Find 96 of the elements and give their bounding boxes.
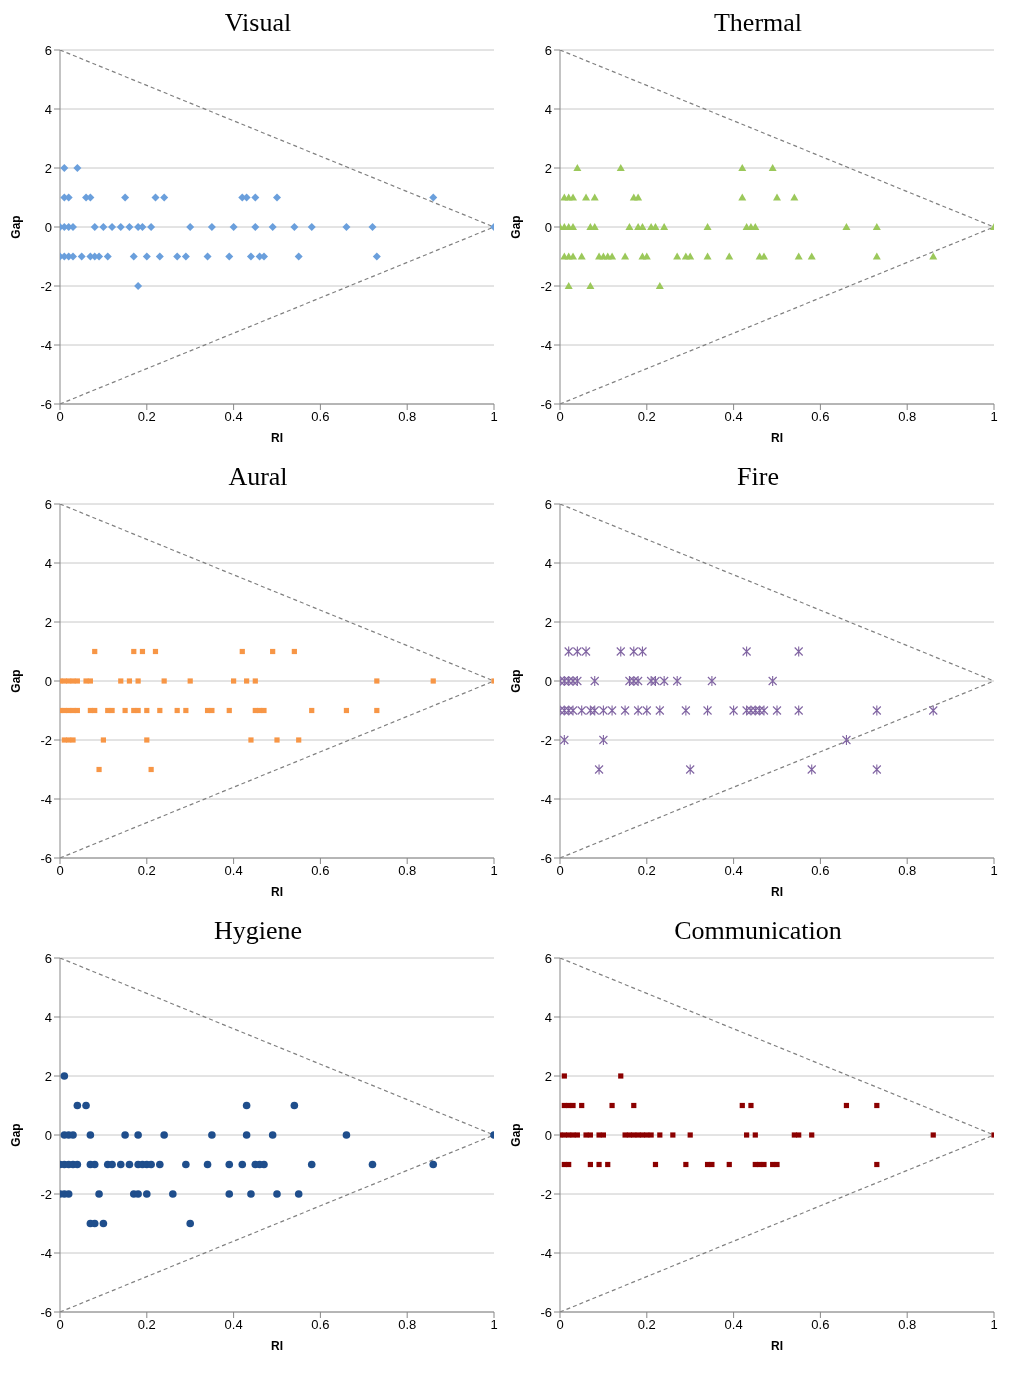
y-tick-label: -2 <box>40 732 52 748</box>
x-tick-label: 0.8 <box>898 863 917 879</box>
y-tick-label: -2 <box>540 732 552 748</box>
y-tick-label: -4 <box>540 337 552 353</box>
y-tick-label: 4 <box>44 1009 52 1025</box>
y-tick-label: -6 <box>540 396 552 412</box>
x-tick-label: 0.8 <box>898 409 917 425</box>
y-tick-label: 0 <box>544 219 552 235</box>
x-tick-label: 0.8 <box>398 863 417 879</box>
y-axis-title: Gap <box>9 215 24 239</box>
y-tick-label: 2 <box>544 160 552 176</box>
x-tick-label: 1 <box>990 863 998 879</box>
x-axis-title: RI <box>271 1339 283 1353</box>
x-tick-label: 0 <box>556 863 564 879</box>
y-tick-label: 6 <box>44 42 52 58</box>
y-tick-label: -4 <box>540 791 552 807</box>
x-tick-label: 0.2 <box>637 1317 656 1333</box>
x-tick-label: 0.4 <box>224 409 243 425</box>
y-tick-label: -4 <box>40 1245 52 1261</box>
x-tick-label: 0.2 <box>137 863 156 879</box>
x-tick-label: 0.4 <box>724 409 743 425</box>
y-tick-label: -2 <box>40 278 52 294</box>
chart-title: Thermal <box>712 8 804 39</box>
x-tick-label: 0.4 <box>224 1317 243 1333</box>
x-axis-title: RI <box>771 431 783 445</box>
x-axis-title: RI <box>771 1339 783 1353</box>
x-tick-label: 0.8 <box>398 409 417 425</box>
x-tick-label: 0.6 <box>811 409 830 425</box>
y-tick-label: 4 <box>44 555 52 571</box>
y-tick-label: 2 <box>44 160 52 176</box>
x-tick-label: 1 <box>990 409 998 425</box>
chart-title: Aural <box>227 462 289 493</box>
x-tick-label: 1 <box>490 863 498 879</box>
y-tick-label: -6 <box>40 396 52 412</box>
y-tick-label: -2 <box>540 1186 552 1202</box>
y-tick-label: 2 <box>44 1068 52 1084</box>
y-tick-label: 2 <box>544 614 552 630</box>
x-axis-title: RI <box>771 885 783 899</box>
y-tick-label: 6 <box>544 42 552 58</box>
x-tick-label: 0.6 <box>311 863 330 879</box>
y-tick-label: 2 <box>544 1068 552 1084</box>
y-tick-label: -6 <box>40 850 52 866</box>
y-tick-label: 4 <box>544 101 552 117</box>
y-tick-label: 0 <box>44 673 52 689</box>
x-tick-label: 0.6 <box>311 409 330 425</box>
y-tick-label: 0 <box>544 1127 552 1143</box>
chart-title: Fire <box>736 462 780 493</box>
x-tick-label: 0.8 <box>398 1317 417 1333</box>
chart-title: Communication <box>673 916 843 947</box>
y-axis-title: Gap <box>509 669 524 693</box>
y-tick-label: 6 <box>544 950 552 966</box>
x-tick-label: 1 <box>490 409 498 425</box>
x-tick-label: 0.2 <box>637 863 656 879</box>
x-tick-label: 0.4 <box>224 863 243 879</box>
y-tick-label: -4 <box>40 791 52 807</box>
chart-title: Hygiene <box>212 916 304 947</box>
x-tick-label: 0.4 <box>724 863 743 879</box>
x-tick-label: 0 <box>56 863 64 879</box>
x-tick-label: 0 <box>556 409 564 425</box>
y-tick-label: -4 <box>540 1245 552 1261</box>
x-tick-label: 0.4 <box>724 1317 743 1333</box>
x-tick-label: 0.2 <box>137 1317 156 1333</box>
y-tick-label: 0 <box>44 1127 52 1143</box>
x-tick-label: 0.8 <box>898 1317 917 1333</box>
x-tick-label: 0.2 <box>137 409 156 425</box>
y-tick-label: -6 <box>40 1304 52 1320</box>
y-tick-label: 6 <box>44 950 52 966</box>
y-tick-label: 4 <box>544 555 552 571</box>
y-axis-title: Gap <box>509 215 524 239</box>
y-axis-title: Gap <box>9 669 24 693</box>
y-tick-label: -6 <box>540 850 552 866</box>
x-axis-title: RI <box>271 885 283 899</box>
y-tick-label: -2 <box>40 1186 52 1202</box>
y-tick-label: 6 <box>544 496 552 512</box>
x-tick-label: 0.2 <box>637 409 656 425</box>
x-tick-label: 1 <box>990 1317 998 1333</box>
y-tick-label: 6 <box>44 496 52 512</box>
x-tick-label: 0 <box>56 409 64 425</box>
x-tick-label: 1 <box>490 1317 498 1333</box>
x-tick-label: 0.6 <box>311 1317 330 1333</box>
y-tick-label: 4 <box>44 101 52 117</box>
x-tick-label: 0.6 <box>811 863 830 879</box>
y-tick-label: 4 <box>544 1009 552 1025</box>
y-tick-label: -2 <box>540 278 552 294</box>
x-tick-label: 0 <box>56 1317 64 1333</box>
x-tick-label: 0 <box>556 1317 564 1333</box>
x-tick-label: 0.6 <box>811 1317 830 1333</box>
y-axis-title: Gap <box>9 1123 24 1147</box>
y-tick-label: -4 <box>40 337 52 353</box>
y-tick-label: 2 <box>44 614 52 630</box>
y-tick-label: 0 <box>544 673 552 689</box>
y-tick-label: -6 <box>540 1304 552 1320</box>
y-tick-label: 0 <box>44 219 52 235</box>
chart-title: Visual <box>223 8 293 39</box>
y-axis-title: Gap <box>509 1123 524 1147</box>
x-axis-title: RI <box>271 431 283 445</box>
